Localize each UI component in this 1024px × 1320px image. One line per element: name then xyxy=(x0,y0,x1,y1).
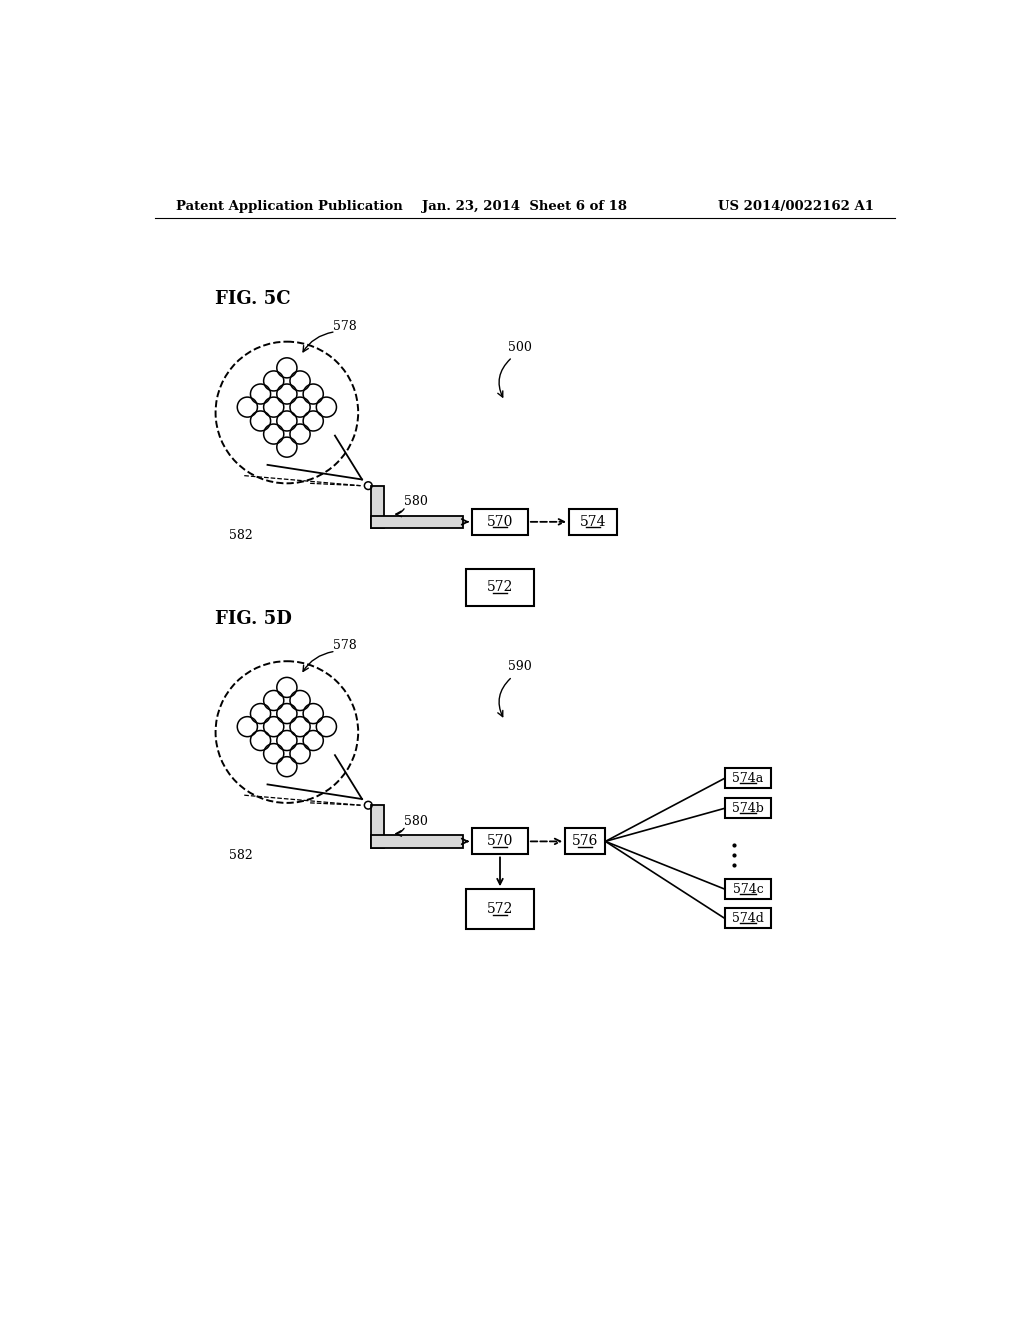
Text: 574: 574 xyxy=(580,515,606,529)
Text: 580: 580 xyxy=(403,495,428,508)
Bar xyxy=(725,768,771,788)
Text: 578: 578 xyxy=(334,319,357,333)
Bar xyxy=(569,508,617,535)
Bar xyxy=(372,486,384,528)
Text: 572: 572 xyxy=(486,902,513,916)
Text: 570: 570 xyxy=(486,834,513,849)
Text: 574a: 574a xyxy=(732,772,764,785)
Bar xyxy=(372,516,463,528)
Bar xyxy=(372,836,463,847)
Text: FIG. 5C: FIG. 5C xyxy=(215,290,291,309)
Text: 574b: 574b xyxy=(732,801,764,814)
Bar xyxy=(466,569,535,606)
Text: Jan. 23, 2014  Sheet 6 of 18: Jan. 23, 2014 Sheet 6 of 18 xyxy=(422,199,628,213)
Text: 574d: 574d xyxy=(732,912,764,925)
Text: 578: 578 xyxy=(334,639,357,652)
Text: 574c: 574c xyxy=(732,883,763,896)
Text: 500: 500 xyxy=(508,341,531,354)
Text: 580: 580 xyxy=(403,814,428,828)
Bar xyxy=(725,879,771,899)
Text: FIG. 5D: FIG. 5D xyxy=(215,610,292,628)
Bar xyxy=(472,508,528,535)
Text: 570: 570 xyxy=(486,515,513,529)
Text: 582: 582 xyxy=(228,529,253,543)
Text: Patent Application Publication: Patent Application Publication xyxy=(176,199,402,213)
Bar xyxy=(472,829,528,854)
Text: 576: 576 xyxy=(572,834,598,849)
Bar xyxy=(466,890,535,929)
Text: 590: 590 xyxy=(508,660,531,673)
Bar xyxy=(372,805,384,847)
Bar xyxy=(565,829,605,854)
Bar xyxy=(725,799,771,818)
Bar xyxy=(725,908,771,928)
Text: US 2014/0022162 A1: US 2014/0022162 A1 xyxy=(718,199,873,213)
Text: 572: 572 xyxy=(486,581,513,594)
Text: 582: 582 xyxy=(228,849,253,862)
